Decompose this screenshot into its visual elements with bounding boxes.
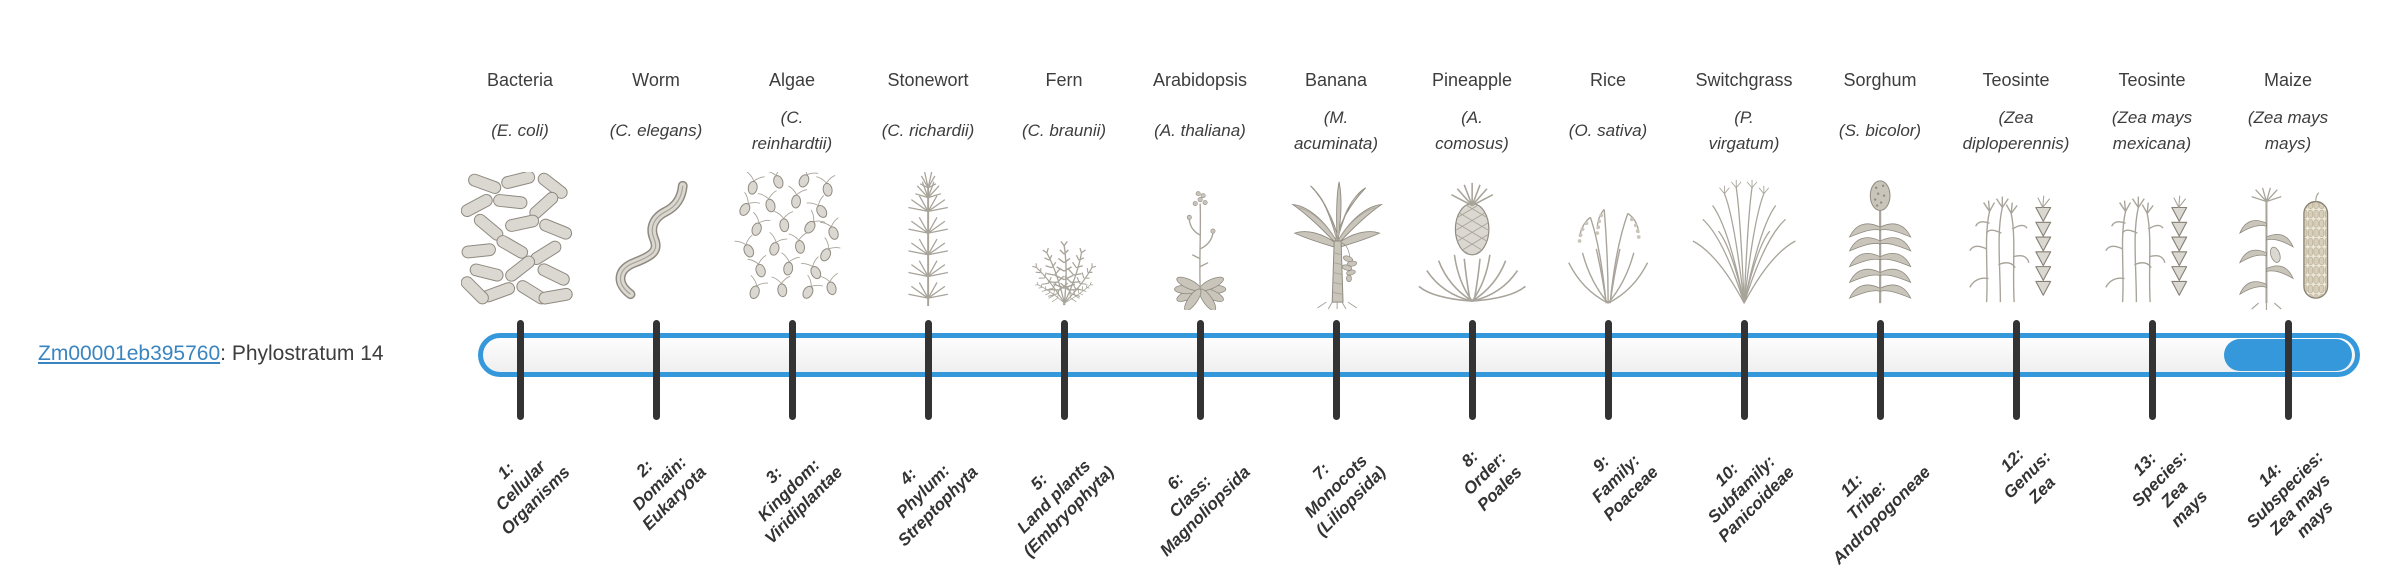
- teosinte-icon: [1969, 195, 2052, 303]
- phylostratum-label: 7: Monocots (Liliopsida): [1301, 451, 1390, 541]
- organism-scientific-name: (S. bicolor): [1838, 120, 1922, 140]
- bacteria-icon: [460, 172, 573, 305]
- tick-mark: [1468, 320, 1476, 420]
- organism-illustration: [586, 172, 726, 310]
- organism-scientific-name: (M. acuminata): [1293, 107, 1379, 153]
- fern-icon: [1031, 240, 1097, 306]
- phylostratum-label: 2: Domain: Eukaryota: [628, 452, 710, 535]
- tick-mark: [652, 320, 660, 420]
- rice-icon: [1567, 209, 1649, 304]
- organism-common-name: Teosinte: [2118, 70, 2186, 90]
- tick-mark: [2012, 320, 2020, 420]
- organism-scientific-name: (C. braunii): [1021, 120, 1107, 140]
- organism-scientific-name: (P. virgatum): [1708, 107, 1780, 153]
- phylostratum-label: 4: Phylum: Streptophyta: [892, 460, 982, 551]
- organism-illustration: [858, 172, 998, 310]
- organism-common-name: Rice: [1589, 70, 1626, 90]
- phylostratum-label: 12: Genus: Zea: [1997, 444, 2060, 508]
- tick-mark: [2148, 320, 2156, 420]
- organism-scientific-name: (Zea diploperennis): [1962, 107, 2070, 153]
- organism-illustration: [1538, 172, 1678, 310]
- organism-common-name: Maize: [2263, 70, 2312, 90]
- phylostratum-label: 6: Class: Magnoliopsida: [1156, 462, 1254, 561]
- tick-mark: [788, 320, 796, 420]
- algae-icon: [734, 172, 841, 299]
- phylostratum-label: 5: Land plants (Embryophyta): [1013, 456, 1118, 561]
- organism-illustration: [1402, 172, 1542, 310]
- phylostratum-label: 1: Cellular Organisms: [492, 456, 574, 539]
- arabidopsis-icon: [1173, 191, 1227, 310]
- organism-scientific-name: (C. elegans): [609, 120, 703, 140]
- organism-scientific-name: (C. richardii): [881, 120, 975, 140]
- tick-mark: [1604, 320, 1612, 420]
- organism-illustration: [994, 172, 1134, 310]
- gene-link[interactable]: Zm00001eb395760: [38, 342, 221, 365]
- organism-illustration: [722, 172, 862, 310]
- tick-mark: [1060, 320, 1068, 420]
- organism-common-name: Banana: [1304, 70, 1368, 90]
- tick-mark: [2284, 320, 2292, 420]
- organism-illustration: [1266, 172, 1406, 310]
- organism-common-name: Bacteria: [486, 70, 554, 90]
- organism-common-name: Arabidopsis: [1152, 70, 1248, 90]
- gene-phylostratum-text: : Phylostratum 14: [220, 342, 384, 365]
- organism-common-name: Switchgrass: [1695, 70, 1793, 90]
- organism-scientific-name: (Zea mays mays): [2247, 107, 2329, 153]
- organism-common-name: Sorghum: [1843, 70, 1917, 90]
- organism-illustration: [1946, 172, 2086, 310]
- tick-mark: [924, 320, 932, 420]
- phylostratum-label: 9: Family: Poaceae: [1588, 450, 1662, 525]
- organism-illustration: [2082, 172, 2222, 310]
- organism-scientific-name: (A. thaliana): [1154, 120, 1246, 140]
- organism-scientific-name: (A. comosus): [1435, 107, 1509, 153]
- organism-illustration: [1130, 172, 1270, 310]
- phylostratum-label: 14: Subspecies: Zea mays mays: [2242, 447, 2337, 542]
- stonewort-icon: [908, 172, 948, 307]
- phylostratum-label: 8: Order: Poales: [1457, 446, 1526, 515]
- teosinte-icon: [2105, 195, 2188, 303]
- organism-common-name: Worm: [632, 70, 680, 90]
- organism-scientific-name: (C. reinhardtii): [751, 107, 833, 153]
- organism-scientific-name: (E. coli): [491, 120, 549, 140]
- organism-illustration: [450, 172, 590, 310]
- phylostratum-label: 11: Tribe: Andropogoneae: [1828, 462, 1934, 569]
- organism-scientific-name: (Zea mays mexicana): [2111, 107, 2193, 153]
- organism-common-name: Stonewort: [887, 70, 969, 90]
- sorghum-icon: [1848, 180, 1912, 304]
- worm-icon: [615, 180, 688, 300]
- switchgrass-icon: [1692, 179, 1796, 304]
- gene-label: Zm00001eb395760: Phylostratum 14: [38, 342, 384, 366]
- organism-common-name: Pineapple: [1431, 70, 1513, 90]
- organism-common-name: Algae: [768, 70, 816, 90]
- phylostratum-label: 13: Species: Zea mays: [2128, 447, 2212, 531]
- organism-scientific-name: (O. sativa): [1568, 120, 1648, 140]
- organism-common-name: Teosinte: [1982, 70, 2050, 90]
- tick-mark: [1740, 320, 1748, 420]
- organism-illustration: [1810, 172, 1950, 310]
- tick-mark: [516, 320, 524, 420]
- tick-mark: [1196, 320, 1204, 420]
- organism-illustration: [2218, 172, 2358, 310]
- maize-icon: [2238, 187, 2329, 310]
- tick-mark: [1876, 320, 1884, 420]
- phylostratum-label: 3: Kingdom: Viridiplantae: [753, 455, 846, 548]
- phylostratum-label: 10: Subfamily: Panicoideae: [1703, 451, 1798, 547]
- organism-illustration: [1674, 172, 1814, 310]
- pineapple-icon: [1418, 182, 1526, 302]
- timeline-bar: [478, 333, 2360, 377]
- organism-common-name: Fern: [1045, 70, 1083, 90]
- tick-mark: [1332, 320, 1340, 420]
- banana-icon: [1291, 181, 1383, 310]
